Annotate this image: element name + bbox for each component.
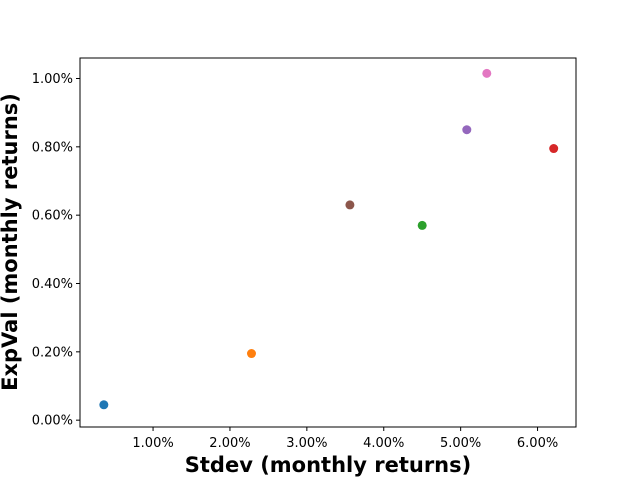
y-tick-label: 0.00% (32, 414, 73, 429)
y-tick-label: 0.40% (32, 277, 73, 292)
data-point (417, 220, 427, 230)
y-axis-ticks: 0.00% 0.20% 0.40% 0.60% 0.80% 1.00% (32, 72, 80, 429)
data-point (345, 200, 355, 210)
y-axis-title: ExpVal (monthly returns) (0, 93, 22, 391)
x-axis-title: Stdev (monthly returns) (185, 453, 471, 477)
data-point (482, 68, 492, 78)
y-tick-label: 0.80% (32, 140, 73, 155)
x-tick-label: 5.00% (440, 436, 481, 451)
data-points (99, 68, 559, 410)
data-point (99, 400, 109, 410)
x-tick-label: 6.00% (517, 436, 558, 451)
data-point (549, 144, 559, 154)
x-tick-label: 2.00% (209, 436, 250, 451)
x-tick-label: 1.00% (132, 436, 173, 451)
data-point (462, 125, 472, 135)
x-tick-label: 4.00% (363, 436, 404, 451)
y-tick-label: 0.20% (32, 345, 73, 360)
plot-area (79, 57, 577, 428)
data-point (246, 349, 256, 359)
x-axis-ticks: 1.00% 2.00% 3.00% 4.00% 5.00% 6.00% (132, 427, 558, 451)
y-tick-label: 1.00% (32, 72, 73, 87)
y-tick-label: 0.60% (32, 209, 73, 224)
x-tick-label: 3.00% (286, 436, 327, 451)
